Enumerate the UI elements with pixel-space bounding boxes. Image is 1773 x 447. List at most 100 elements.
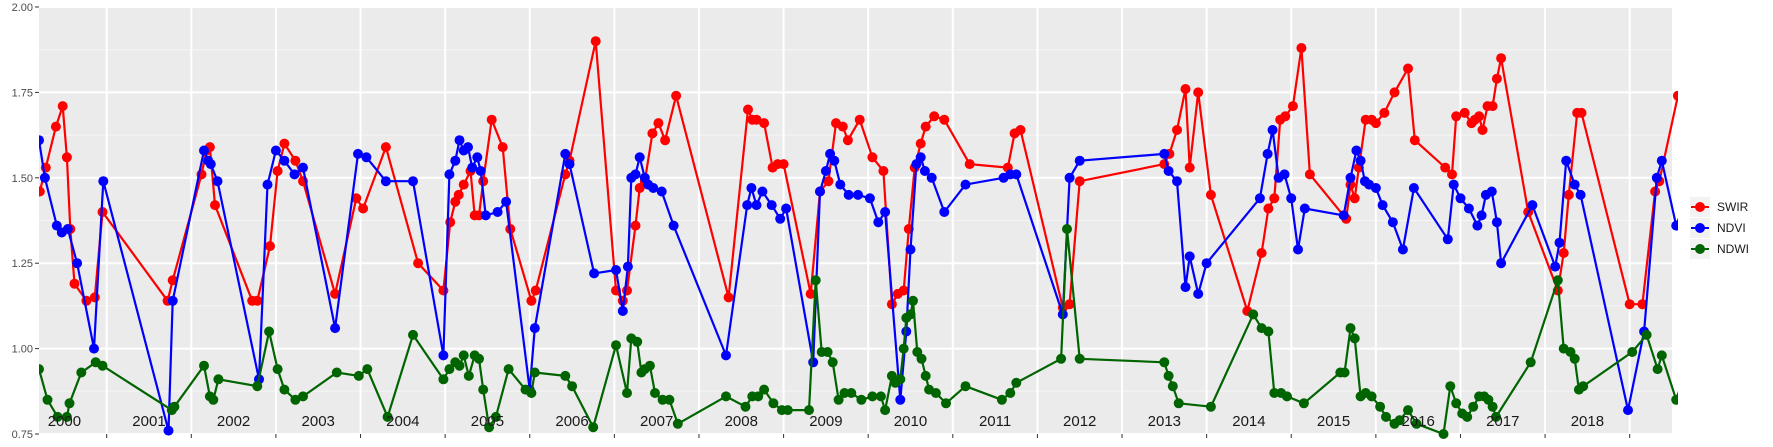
data-point-ndvi [1387,217,1398,228]
data-point-ndvi [98,176,109,187]
data-point-ndwi [560,370,571,381]
data-point-ndvi [444,169,455,180]
data-point-swir [1193,87,1204,98]
data-point-ndvi [361,152,372,163]
data-point-ndwi [753,391,764,402]
data-point-ndvi [1486,186,1497,197]
data-point-ndwi [920,370,931,381]
year-label: 2001 [132,413,165,430]
data-point-swir [964,159,975,170]
data-point-ndwi [930,388,941,398]
data-point-swir [57,101,68,112]
data-point-swir [1172,125,1182,135]
data-point-ndvi [1299,203,1310,214]
year-label: 2008 [725,413,758,430]
data-point-ndvi [1651,172,1662,183]
data-point-ndwi [1298,398,1309,409]
data-point-ndwi [438,374,449,385]
data-point-swir [743,104,753,115]
data-point-ndvi [1254,193,1265,204]
data-point-swir [1064,299,1075,310]
data-point-swir [805,288,816,299]
data-point-swir [634,183,645,193]
data-point-ndwi [279,384,290,395]
y-tick-label: 2.00 [12,2,33,14]
data-point-ndvi [353,148,363,159]
data-point-ndvi [1279,169,1290,180]
data-point-ndvi [901,326,912,337]
data-point-ndvi [72,258,83,269]
data-point-ndwi [264,326,275,337]
data-point-ndvi [1286,193,1297,204]
data-point-swir [1269,193,1280,204]
data-point-swir [823,176,834,187]
data-point-swir [751,114,762,125]
data-point-ndwi [1159,357,1170,368]
data-point-swir [723,292,734,303]
data-point-ndvi [1623,405,1633,416]
data-point-ndwi [1652,364,1663,375]
y-tick-label: 1.50 [12,173,33,185]
data-point-swir [854,114,865,125]
year-label: 2017 [1486,413,1519,430]
data-point-ndwi [503,364,514,375]
data-point-ndvi [873,217,884,228]
data-point-ndwi [97,360,108,371]
data-point-swir [630,220,641,231]
data-point-swir [330,288,341,299]
data-point-ndwi [1056,353,1067,364]
data-point-ndvi [1159,148,1170,159]
data-point-ndvi [199,145,209,156]
data-point-ndvi [1671,220,1678,231]
data-point-ndvi [751,200,762,211]
data-point-ndwi [1487,401,1498,412]
year-labels: 2000 2001 2002 2003 2004 2005 2006 2007 2008 2009… [48,413,1604,430]
data-point-ndwi [960,381,971,392]
year-label: 2006 [555,413,588,430]
data-point-ndwi [1438,429,1449,439]
data-point-swir [1672,90,1678,101]
year-label: 2004 [386,413,419,430]
data-point-swir [837,121,848,132]
data-point-swir [1563,189,1574,200]
data-point-ndwi [408,329,418,340]
data-point-ndvi [611,265,621,275]
data-point-ndvi [1074,155,1085,166]
data-point-ndwi [1403,405,1413,416]
data-point-ndwi [588,422,599,433]
data-point-ndwi [875,391,886,402]
data-point-ndwi [362,364,373,375]
data-point-ndvi [467,162,478,173]
data-point-ndwi [490,411,501,422]
data-point-ndvi [1561,155,1572,166]
data-point-ndvi [939,207,950,217]
data-point-ndvi [501,196,512,207]
data-point-ndvi [1355,155,1366,166]
data-point-ndwi [622,388,632,398]
data-point-ndvi [1554,237,1565,248]
data-point-ndwi [1005,388,1016,398]
data-point-ndvi [270,145,281,156]
data-point-ndwi [644,360,655,371]
data-point-ndwi [721,391,731,402]
data-point-ndvi [915,152,926,163]
data-point-ndvi [815,186,825,197]
data-point-ndwi [1167,381,1178,392]
data-point-ndwi [782,405,793,416]
data-point-ndvi [895,394,906,405]
data-point-ndvi [926,172,937,183]
data-point-ndwi [382,411,393,422]
data-point-ndvi [1575,189,1586,200]
data-point-ndvi [472,152,483,163]
data-point-ndwi [996,394,1007,405]
data-point-ndwi [1163,370,1174,381]
data-point-ndwi [1552,275,1563,286]
data-point-swir [1496,53,1507,64]
data-point-ndvi [480,210,491,221]
data-point-swir [1379,107,1390,118]
data-point-ndvi [1172,176,1182,187]
data-point-swir [671,90,682,101]
data-point-swir [438,285,449,296]
year-label: 2007 [640,413,673,430]
